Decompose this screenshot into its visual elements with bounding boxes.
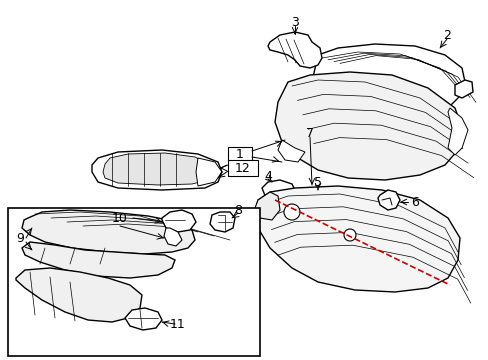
- Polygon shape: [267, 32, 321, 68]
- Polygon shape: [262, 180, 295, 202]
- Circle shape: [284, 204, 299, 220]
- Polygon shape: [103, 153, 212, 185]
- Polygon shape: [22, 210, 195, 254]
- Text: 11: 11: [170, 318, 185, 330]
- Bar: [8, 208, 260, 356]
- Text: 8: 8: [234, 203, 242, 216]
- Polygon shape: [209, 212, 235, 232]
- Text: 6: 6: [410, 195, 418, 208]
- Polygon shape: [447, 108, 467, 155]
- Polygon shape: [307, 44, 464, 126]
- Bar: [227, 147, 251, 161]
- Text: 1: 1: [236, 148, 244, 161]
- Polygon shape: [92, 150, 222, 190]
- Text: 4: 4: [264, 170, 271, 183]
- Polygon shape: [22, 242, 175, 278]
- Polygon shape: [274, 72, 461, 180]
- Polygon shape: [377, 190, 399, 210]
- Bar: [227, 160, 258, 176]
- Polygon shape: [16, 268, 142, 322]
- Text: 9: 9: [16, 231, 24, 244]
- Polygon shape: [125, 308, 162, 330]
- Polygon shape: [163, 228, 182, 246]
- Text: 7: 7: [305, 126, 313, 140]
- Polygon shape: [162, 210, 196, 232]
- Text: 10: 10: [112, 212, 128, 225]
- Text: 3: 3: [290, 15, 298, 28]
- Polygon shape: [254, 186, 459, 292]
- Polygon shape: [196, 158, 222, 186]
- Polygon shape: [454, 80, 472, 98]
- Circle shape: [343, 229, 355, 241]
- Polygon shape: [254, 192, 280, 220]
- Polygon shape: [302, 188, 331, 207]
- Polygon shape: [278, 140, 305, 162]
- Text: 12: 12: [235, 162, 250, 175]
- Text: 5: 5: [313, 176, 321, 189]
- Text: 2: 2: [442, 28, 450, 41]
